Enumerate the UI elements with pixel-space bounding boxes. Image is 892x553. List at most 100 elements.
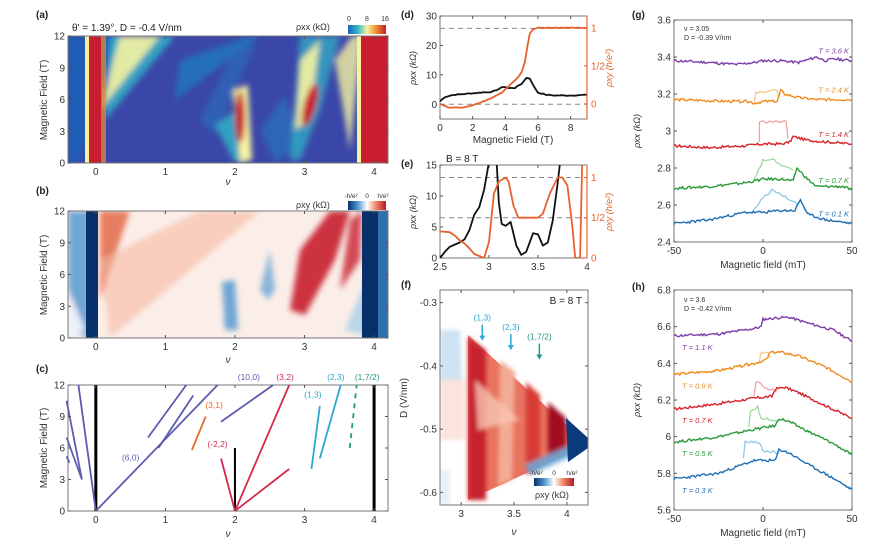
- x-tick-label: 0: [93, 342, 99, 353]
- landau-level-label: (-2,2): [207, 439, 227, 449]
- x-tick-label: 4: [371, 167, 377, 178]
- y-tick-label: 20: [426, 41, 438, 52]
- y-tick-label: 2.8: [657, 164, 671, 175]
- y-tick-label: 0: [59, 334, 65, 345]
- y-right-tick-label: 1/2: [591, 213, 605, 224]
- x-tick-label: 50: [846, 514, 858, 525]
- y-tick-label: 6.8: [657, 286, 671, 297]
- panel-e-ylabel: ρxx (kΩ): [408, 195, 418, 230]
- panel-b-ylabel: Magnetic Field (T): [39, 235, 50, 316]
- y-right-tick-label: 1: [591, 173, 597, 184]
- panel-f-label: (f): [401, 280, 411, 291]
- y-tick-label: 6: [665, 432, 671, 443]
- panel-d-frame: [439, 15, 588, 120]
- panel-h-xlabel: Magnetic field (mT): [720, 528, 806, 539]
- panel-a-ylabel: Magnetic Field (T): [39, 60, 50, 141]
- x-tick-label: 4: [371, 342, 377, 353]
- panel-d-label: (d): [401, 10, 414, 21]
- arrow-head-icon: [536, 354, 543, 360]
- panel-d-ylabel-right: ρxy (h/e²): [604, 49, 614, 88]
- colorbar-tick: h/e²: [566, 470, 578, 477]
- panel-e-ylabel-right: ρxy (h/e²): [604, 193, 614, 232]
- panel-f-colorbar-label: ρxy (kΩ): [535, 490, 569, 500]
- y-tick-label: 6: [59, 95, 65, 106]
- x-tick-label: 1: [163, 342, 169, 353]
- panel-a-xlabel: ν: [226, 177, 231, 188]
- temperature-label: T = 0.7 K: [818, 176, 850, 185]
- x-tick-label: 2: [232, 342, 238, 353]
- hysteresis-sweep: [758, 120, 789, 142]
- colorbar-tick: 0: [347, 16, 351, 23]
- panel-e-label: (e): [401, 159, 413, 170]
- panel-b-heatmap: [68, 211, 388, 338]
- fan-line--1-3-: [310, 405, 321, 470]
- panel-g-xlabel: Magnetic field (mT): [720, 260, 806, 271]
- colorbar-tick: 0: [365, 193, 369, 200]
- panel-a: (a) θ' = 1.39°, D = -0.4 V/nm: [36, 10, 389, 188]
- x-tick-label: 8: [568, 123, 574, 134]
- panel-h-annotation: D = -0.42 V/nm: [684, 306, 731, 313]
- colorbar-tick: 8: [365, 16, 369, 23]
- x-tick-label: 4: [503, 123, 509, 134]
- fan-line-fan-2-low: [234, 468, 290, 512]
- temperature-label: T = 1.1 K: [682, 343, 714, 352]
- x-tick-label: 3: [458, 509, 464, 520]
- temperature-label: T = 0.5 K: [682, 449, 714, 458]
- y-tick-label: 12: [54, 207, 66, 218]
- fan-line--3-1-: [190, 416, 207, 451]
- arrow-label: (1,3): [474, 313, 492, 323]
- panel-b-colorbar: ρxy (kΩ) -h/e² 0 h/e²: [296, 193, 389, 210]
- series-rho-xx: [440, 165, 561, 258]
- y-tick-label: 0: [431, 100, 437, 111]
- y-tick-label: 6.2: [657, 396, 671, 407]
- y-tick-label: 6: [59, 270, 65, 281]
- x-tick-label: 1: [163, 167, 169, 178]
- x-tick-label: 3.5: [531, 262, 545, 273]
- panel-h-annotation: ν = 3.6: [684, 297, 705, 304]
- panel-c-xlabel: ν: [226, 529, 231, 540]
- x-tick-label: 4: [564, 509, 570, 520]
- landau-level-label: (1,3): [304, 390, 322, 400]
- y-tick-label: 9: [59, 238, 65, 249]
- fan-line--6-0-: [95, 384, 219, 512]
- y-tick-label: 12: [54, 381, 66, 392]
- temperature-label: T = 0.9 K: [682, 381, 714, 390]
- panel-f-title: B = 8 T: [550, 296, 582, 307]
- y-tick-label: 3: [665, 127, 671, 138]
- fan-line--1-7-2-: [348, 384, 358, 449]
- x-tick-label: 2.5: [433, 262, 447, 273]
- panel-g-annotation: ν = 3.05: [684, 26, 709, 33]
- panel-h-ylabel: ρxx (kΩ): [632, 383, 642, 418]
- x-tick-label: 3: [486, 262, 492, 273]
- x-tick-label: -50: [667, 514, 682, 525]
- panel-g-ylabel: ρxx (kΩ): [632, 114, 642, 149]
- panel-d-plot: 0 2 4 6 8 0 10 20 30 0 1/2 1: [426, 12, 605, 135]
- temperature-label: T = 0.3 K: [682, 486, 714, 495]
- x-tick-label: 4: [584, 262, 590, 273]
- hysteresis-sweep: [753, 88, 780, 104]
- panel-h-frame: [673, 289, 853, 511]
- panel-f-colorbar: -h/e² 0 h/e² ρxy (kΩ): [529, 470, 578, 500]
- arrow-label: (2,3): [502, 322, 520, 332]
- y-tick-label: -0.6: [420, 488, 438, 499]
- y-tick-label: 15: [426, 161, 438, 172]
- series-rho-xx: [439, 76, 588, 103]
- x-tick-label: 3: [302, 167, 308, 178]
- hysteresis-sweep: [753, 158, 794, 180]
- y-tick-label: 6: [59, 444, 65, 455]
- panel-a-title: θ' = 1.39°, D = -0.4 V/nm: [72, 23, 182, 34]
- arrow-head-icon: [507, 345, 514, 351]
- x-tick-label: 3.5: [507, 509, 521, 520]
- panel-b-xlabel: ν: [226, 355, 231, 366]
- y-tick-label: 10: [426, 192, 438, 203]
- colorbar-tick: 0: [552, 470, 556, 477]
- panel-h-label: (h): [632, 282, 645, 293]
- y-tick-label: -0.3: [420, 298, 438, 309]
- y-right-tick-label: 0: [591, 254, 597, 265]
- y-tick-label: -0.5: [420, 425, 438, 436]
- panel-f-arrows: (1,3) (2,3) (1,7/2): [474, 313, 552, 360]
- panel-b-colorbar-label: ρxy (kΩ): [296, 200, 330, 210]
- temperature-trace: [673, 315, 853, 342]
